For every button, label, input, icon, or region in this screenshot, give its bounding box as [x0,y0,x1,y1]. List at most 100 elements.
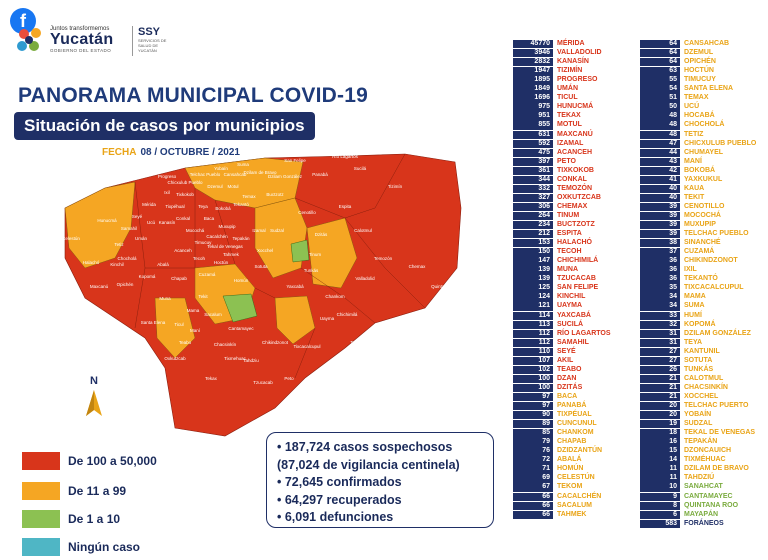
case-count: 66 [513,510,553,519]
case-count: 50 [640,103,680,112]
municipality-name: TINUM [557,211,580,219]
municipality-name: HALACHÓ [557,239,592,247]
case-count: 113 [513,320,553,329]
map-zone-orange-east [306,217,358,289]
case-count: 139 [513,275,553,284]
municipality-name: HUNUCMÁ [557,103,594,111]
map-municipality-label: Tekom [350,340,364,345]
municipality-name: TIXCACALCUPUL [684,284,744,292]
map-municipality-label: Temax [242,194,256,199]
map-municipality-label: Mama [187,308,200,313]
case-count: 20 [640,411,680,420]
case-count: 43 [640,157,680,167]
map-municipality-label: Tinum [309,252,322,257]
municipality-name: DZILAM GONZÁLEZ [684,329,751,337]
legend-swatch-none [22,538,60,556]
map-municipality-label: Tahdziu [243,358,259,363]
municipal-borders [134,153,426,379]
map-municipality-label: Valladolid [355,276,375,281]
ssy-subtitle: SERVICIOS DE SALUD DE YUCATÁN [138,38,167,53]
legend-item-low: De 1 a 10 [22,510,222,528]
municipality-name: ACANCEH [557,148,592,156]
municipality-name: MANÍ [684,157,702,165]
map-municipality-label: Teya [198,204,208,209]
summary-box: • 187,724 casos sospechosos (87,024 de v… [266,432,494,528]
map-municipality-label: Santa Elena [141,320,166,325]
map-municipality-label: Cacalchén [206,234,228,239]
map-municipality-label: Tekit [198,294,208,299]
case-count: 47 [640,139,680,148]
map-municipality-label: Tecoh [193,256,206,261]
case-count: 79 [513,438,553,447]
summary-sentinel: (87,024 de vigilancia centinela) [277,457,460,472]
map-municipality-label: Teabo [179,340,192,345]
map-municipality-label: Sudzal [270,228,284,233]
municipality-name: TICUL [557,94,578,102]
case-count: 55 [640,76,680,85]
case-count: 124 [513,293,553,302]
gov-subtitle: GOBIERNO DEL ESTADO [50,48,112,53]
municipality-name: MAXCANÚ [557,130,593,138]
map-municipality-label: Sinanché [202,158,221,163]
map-municipality-label: Acanceh [174,248,192,253]
municipality-name: YAXCABÁ [557,311,591,319]
legend-label-medium: De 11 a 99 [68,484,127,498]
map-municipality-label: Xocchel [257,248,273,253]
map-municipality-label: Telchac Pueblo [190,172,221,177]
municipality-name: AKIL [557,356,574,364]
case-count: 631 [513,130,553,139]
municipality-name: FORÁNEOS [684,519,724,527]
municipality-name: TEMOZÓN [557,184,592,192]
map-municipality-label: Cantamayec [228,326,254,331]
case-count: 475 [513,148,553,157]
map-municipality-label: Dzitás [315,232,328,237]
map-municipality-label: Akil [149,356,156,361]
case-count: 100 [513,374,553,384]
map-municipality-label: Dzilam González [268,174,303,179]
map-municipality-label: Tekal de Venegas [207,244,243,249]
municipality-name: SOTUTA [684,356,713,364]
report-date: FECHA 08 / OCTUBRE / 2021 [102,147,240,158]
case-count: 42 [640,166,680,176]
case-count: 125 [513,284,553,293]
municipality-name: CHUMAYEL [684,148,724,156]
municipality-name: TIZIMÍN [557,67,583,75]
case-count: 67 [513,483,553,492]
case-count: 110 [513,347,553,357]
case-count: 66 [513,501,553,510]
government-logo-icon [17,28,41,51]
map-municipality-label: Tetiz [114,242,124,247]
summary-suspected: • 187,724 casos sospechosos [277,440,453,454]
case-count: 89 [513,420,553,429]
map-municipality-label: Tizimín [388,184,403,189]
municipality-name: KANTUNIL [684,347,720,355]
municipality-name: OPICHÉN [684,58,716,66]
municipality-name: SUMA [684,302,705,310]
map-municipality-label: Abalá [157,262,169,267]
north-arrow: N [82,374,106,422]
map-municipality-label: Ixil [164,190,170,195]
case-count: 21 [640,392,680,402]
municipality-name: DZONCAUICH [684,447,732,455]
municipality-name: CHACSINKÍN [684,383,728,391]
municipality-name: IXIL [684,266,697,274]
municipality-name: DZAN [557,374,577,382]
municipality-name: PETO [557,157,576,165]
summary-confirmed: • 72,645 confirmados [277,475,402,489]
map-municipality-label: Sacalum [204,312,222,317]
map-municipality-label: Calotmul [354,228,372,233]
case-count: 27 [640,356,680,366]
legend-item-medium: De 11 a 99 [22,482,222,500]
legend-label-none: Ningún caso [68,540,141,554]
municipality-name: HOCTÚN [684,67,714,75]
map-municipality-label: Bokobá [215,206,231,211]
municipality-name: SACALUM [557,501,592,509]
municipality-name: DZEMUL [684,49,714,57]
municipality-name: DZILAM DE BRAVO [684,465,749,473]
municipality-name: HUMÍ [684,311,702,319]
map-municipality-label: Progreso [158,174,177,179]
gov-tagline: Juntos transformemos [50,26,110,32]
case-count: 150 [513,248,553,257]
municipality-name: SINANCHÉ [684,239,721,247]
case-count: 38 [640,239,680,248]
